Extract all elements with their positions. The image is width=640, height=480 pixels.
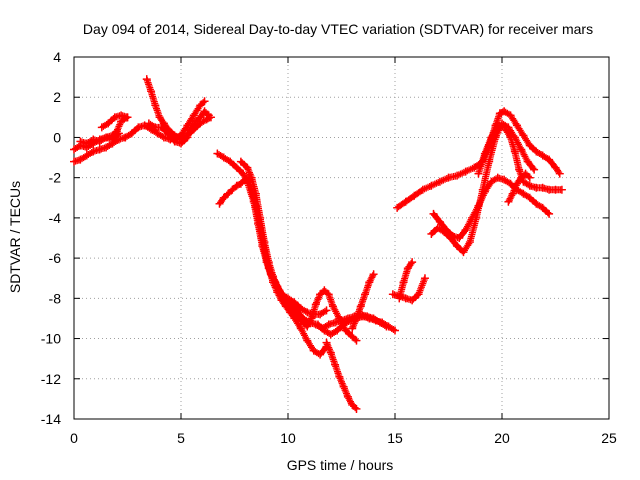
plot-frame — [73, 56, 610, 420]
series-marker-trail — [98, 111, 131, 131]
x-axis-label: GPS time / hours — [287, 457, 394, 473]
series-track-17 — [388, 274, 429, 305]
series-track-4 — [97, 111, 132, 132]
y-axis-label: SDTVAR / TECUs — [7, 181, 23, 293]
series-track-8 — [183, 107, 213, 138]
x-tick-label: 0 — [70, 430, 78, 446]
series-marker-trail — [314, 312, 399, 338]
y-tick-label: -10 — [41, 331, 61, 347]
x-tick-label: 10 — [280, 430, 296, 446]
series-marker-trail — [183, 107, 213, 137]
y-tick-label: -12 — [41, 371, 61, 387]
series-marker-trail — [70, 133, 129, 166]
series-marker-trail — [76, 129, 123, 147]
series-marker-trail — [237, 158, 330, 318]
series-track-2 — [70, 133, 130, 166]
series-track-22 — [504, 169, 534, 206]
series-marker-trail — [504, 170, 534, 206]
y-tick-label: -14 — [41, 411, 61, 427]
series-track-15 — [348, 270, 378, 333]
y-tick-label: 4 — [53, 49, 61, 65]
x-tick-label: 15 — [387, 430, 403, 446]
series-marker-trail — [427, 119, 538, 256]
series-marker-trail — [145, 119, 191, 147]
series-track-7 — [144, 119, 192, 148]
series-track-12 — [277, 286, 361, 345]
plot-axes — [73, 56, 610, 420]
x-axis-ticks: 0 5 10 15 20 25 — [70, 57, 617, 446]
x-tick-label: 25 — [601, 430, 617, 446]
x-tick-label: 5 — [177, 430, 185, 446]
data-series — [70, 75, 566, 413]
y-tick-label: -2 — [49, 170, 62, 186]
y-tick-label: -8 — [49, 290, 62, 306]
series-marker-trail — [278, 286, 360, 345]
series-marker-trail — [348, 270, 378, 332]
series-track-21 — [474, 121, 566, 194]
series-track-13 — [322, 338, 361, 413]
series-track-3 — [76, 129, 123, 148]
x-tick-label: 20 — [494, 430, 510, 446]
y-axis-ticks: -14 -12 -10 -8 -6 -4 -2 0 2 4 — [41, 49, 609, 427]
series-marker-trail — [430, 174, 553, 242]
series-track-14 — [313, 312, 399, 339]
y-tick-label: -4 — [49, 210, 62, 226]
series-marker-trail — [389, 274, 429, 304]
series-track-18 — [393, 107, 564, 212]
y-tick-label: -6 — [49, 250, 62, 266]
chart-title: Day 094 of 2014, Sidereal Day-to-day VTE… — [83, 21, 593, 37]
grid-lines — [74, 57, 609, 419]
series-marker-trail — [323, 339, 360, 413]
series-track-19 — [427, 119, 539, 257]
y-tick-label: 2 — [53, 89, 61, 105]
y-tick-label: 0 — [53, 129, 61, 145]
series-track-11 — [236, 157, 331, 319]
